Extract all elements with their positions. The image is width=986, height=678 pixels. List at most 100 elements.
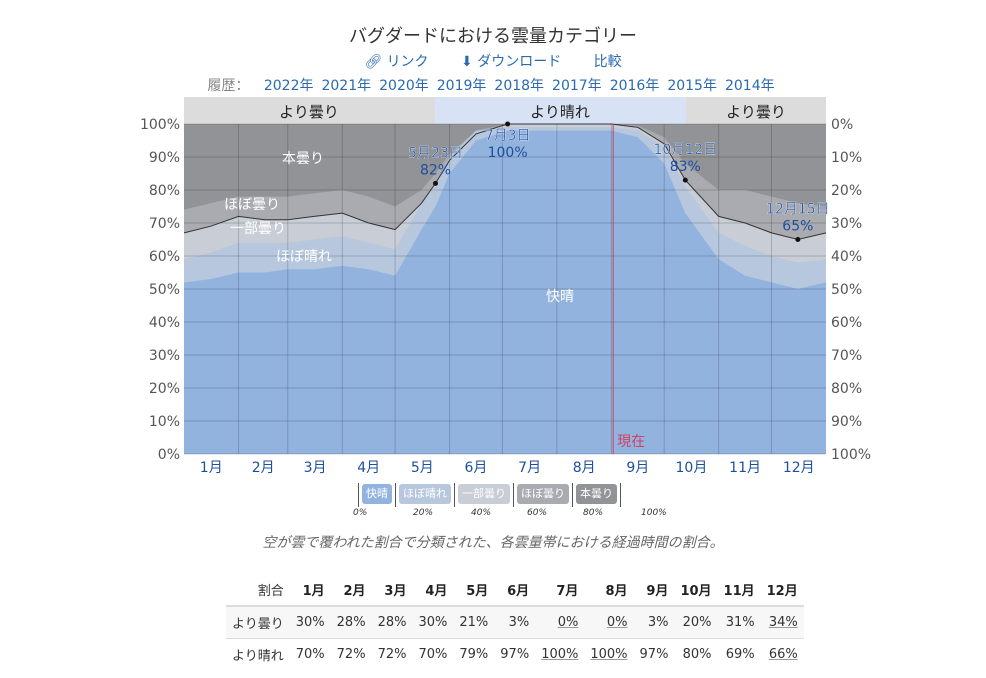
table-cell: 3%: [494, 605, 536, 639]
column-header: 1月: [302, 584, 325, 599]
table-header-row: 割合 1月 2月 3月 4月 5月 6月 7月 8月 9月 10月 11月 12月: [226, 574, 804, 606]
table-cell[interactable]: 0%: [535, 605, 585, 639]
y-tick-right: 50%: [831, 282, 862, 298]
y-tick-left: 60%: [149, 249, 180, 265]
download-button[interactable]: ⬇ ダウンロード: [461, 54, 562, 70]
annotation-value: 82%: [420, 162, 451, 178]
history-label: 履歴：: [207, 78, 250, 94]
table-cell: 21%: [453, 605, 495, 639]
annotation-point: [505, 121, 511, 127]
band-cloudier-2: [686, 97, 826, 124]
annotation-point: [795, 237, 801, 242]
table-row: より曇り 30% 28% 28% 30% 21% 3% 0% 0% 3% 20% 31% 34%: [226, 605, 804, 639]
y-tick-right: 90%: [831, 414, 862, 430]
table-row: より晴れ 70% 72% 72% 70% 79% 97% 100% 100% 97% 80% 69% 6…: [226, 639, 804, 671]
series-label: 一部曇り: [230, 221, 286, 237]
legend-tick: 60%: [527, 508, 548, 518]
series-label: ほぼ曇り: [224, 197, 280, 213]
annotation-point: [433, 180, 439, 186]
table-cell[interactable]: 100%: [541, 647, 579, 662]
band-label: より曇り: [726, 103, 786, 121]
x-tick-month: 6月: [465, 460, 488, 476]
table-cell: 72%: [336, 647, 366, 662]
y-tick-right: 60%: [831, 315, 862, 331]
series-label: 快晴: [546, 289, 574, 305]
legend-separator: [395, 483, 396, 507]
link-button[interactable]: 🔗︎ リンク: [364, 54, 429, 70]
annotation-point: [682, 177, 688, 183]
history-year-link[interactable]: 2019年: [436, 78, 487, 94]
x-tick-month: 2月: [252, 460, 275, 476]
y-tick-left: 90%: [149, 150, 180, 166]
band-label: より晴れ: [530, 103, 590, 121]
column-header: 3月: [384, 584, 407, 599]
legend-separator: [513, 483, 514, 507]
table-cell: 70%: [418, 647, 448, 662]
history-year-link[interactable]: 2018年: [494, 78, 545, 94]
table-cell: 97%: [500, 647, 530, 662]
clearer-line: [183, 123, 827, 241]
y-tick-right: 20%: [831, 183, 862, 199]
legend-tick: 80%: [583, 508, 604, 518]
annotation-date: 7月3日: [485, 128, 531, 144]
history-year-link[interactable]: 2017年: [552, 78, 602, 94]
history-year-link[interactable]: 2014年: [724, 78, 775, 94]
legend-item: ほぼ曇り: [517, 484, 569, 504]
history-year-link[interactable]: 2021年: [321, 78, 372, 94]
column-header: 5月: [466, 584, 489, 599]
series-label: ほぼ晴れ: [276, 249, 332, 265]
x-tick-month: 12月: [783, 460, 815, 476]
table-cell: 20%: [674, 605, 718, 639]
x-tick-month: 4月: [357, 460, 380, 476]
legend-tick: 40%: [471, 508, 492, 518]
row-label: より曇り: [226, 605, 290, 639]
history-year-link[interactable]: 2022年: [263, 78, 314, 94]
legend-tick: 100%: [641, 508, 667, 518]
area-clear: [184, 130, 826, 454]
link-icon: 🔗︎: [364, 54, 383, 70]
table-cell: 72%: [377, 647, 407, 662]
band-clearer: [435, 97, 686, 124]
legend-separator: [572, 483, 573, 507]
x-tick-month: 3月: [304, 460, 327, 476]
compare-button[interactable]: 比較: [593, 54, 622, 70]
y-tick-left: 50%: [149, 282, 180, 298]
legend-separator: [620, 483, 621, 507]
column-header: 10月: [680, 584, 712, 599]
annotation-date: 5月23日: [408, 145, 463, 161]
table-cell[interactable]: 34%: [760, 605, 804, 639]
y-tick-left: 0%: [158, 447, 180, 463]
x-tick-month: 9月: [626, 460, 649, 476]
chart-caption: 空が雲で覆われた割合で分類された、各雲量帯における経過時間の割合。: [262, 535, 724, 551]
table-cell: 80%: [682, 647, 712, 662]
legend-item: 快晴: [362, 484, 392, 504]
table-cell: 69%: [725, 647, 755, 662]
y-tick-right: 10%: [831, 150, 862, 166]
x-tick-month: 1月: [200, 460, 223, 476]
table-cell[interactable]: 0%: [584, 605, 634, 639]
table-cell[interactable]: 66%: [768, 647, 798, 662]
y-tick-right: 0%: [831, 117, 853, 133]
annotation-value: 83%: [670, 159, 701, 175]
legend-separator: [358, 483, 359, 507]
column-header: 12月: [766, 584, 798, 599]
y-tick-left: 40%: [149, 315, 180, 331]
table-cell: 70%: [295, 647, 325, 662]
table-cell: 79%: [459, 647, 489, 662]
x-tick-month: 7月: [518, 460, 541, 476]
now-label: 現在: [617, 434, 645, 450]
column-header: 8月: [605, 584, 628, 599]
y-tick-right: 30%: [831, 216, 862, 232]
table-cell[interactable]: 100%: [590, 647, 628, 662]
history-year-link[interactable]: 2020年: [379, 78, 429, 94]
legend-tick: 20%: [413, 508, 434, 518]
x-tick-month: 5月: [411, 460, 434, 476]
annotation-date: 10月12日: [653, 142, 717, 158]
legend-item: 本曇り: [576, 484, 617, 504]
history-year-link[interactable]: 2016年: [609, 78, 660, 94]
series-label: 本曇り: [282, 151, 324, 167]
page-title: バグダードにおける雲量カテゴリー: [349, 26, 637, 47]
history-year-link[interactable]: 2015年: [667, 78, 717, 94]
y-tick-left: 100%: [140, 117, 180, 133]
